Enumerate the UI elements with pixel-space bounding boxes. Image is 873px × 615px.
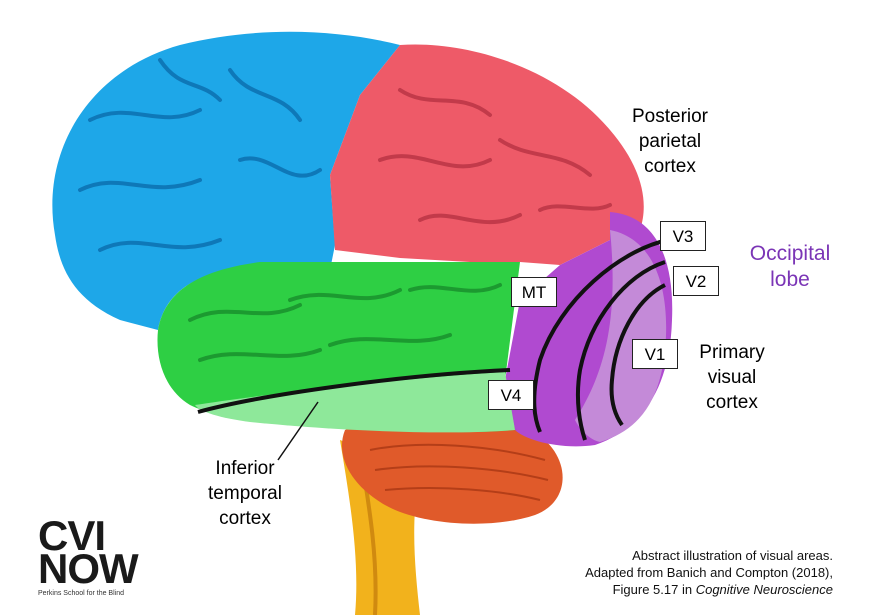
cvi-now-logo-line2: NOW [38, 545, 139, 592]
parietal-lobe [330, 44, 644, 265]
label-line: temporal [208, 483, 282, 504]
v1-box: V1 [632, 339, 678, 369]
label-line: parietal [638, 131, 702, 152]
cerebellum [341, 418, 563, 524]
v4-box: V4 [488, 380, 534, 410]
v2-box: V2 [673, 266, 719, 296]
label-line: visual [707, 367, 757, 388]
caption-text: Figure 5.17 in [612, 582, 696, 597]
inferior-temporal-cortex-label: Inferior temporal cortex [185, 456, 305, 531]
v3-box: V3 [660, 221, 706, 251]
mt-box: MT [511, 277, 557, 307]
posterior-parietal-label: Posterior parietal cortex [610, 104, 730, 179]
label-line: cortex [219, 508, 271, 529]
caption-italic-title: Cognitive Neuroscience [695, 582, 833, 597]
label-line: Posterior [631, 106, 709, 127]
label-line: Primary [699, 342, 765, 363]
label-line: lobe [770, 268, 810, 291]
primary-visual-cortex-label: Primary visual cortex [672, 340, 792, 415]
label-line: cortex [706, 392, 758, 413]
label-line: cortex [644, 156, 696, 177]
caption-line: Adapted from Banich and Compton (2018), [585, 565, 833, 580]
figure-caption: Abstract illustration of visual areas. A… [585, 547, 833, 598]
label-line: Inferior [215, 458, 275, 479]
cvi-now-logo-line1: CVI [38, 512, 106, 559]
caption-line: Abstract illustration of visual areas. [632, 548, 833, 563]
logo-organization: Perkins School for the Blind [38, 590, 124, 597]
label-line: Occipital [749, 242, 831, 265]
caption-line: Figure 5.17 in Cognitive Neuroscience [585, 581, 833, 598]
occipital-lobe-label: Occipital lobe [730, 241, 850, 293]
frontal-lobe [52, 31, 400, 330]
